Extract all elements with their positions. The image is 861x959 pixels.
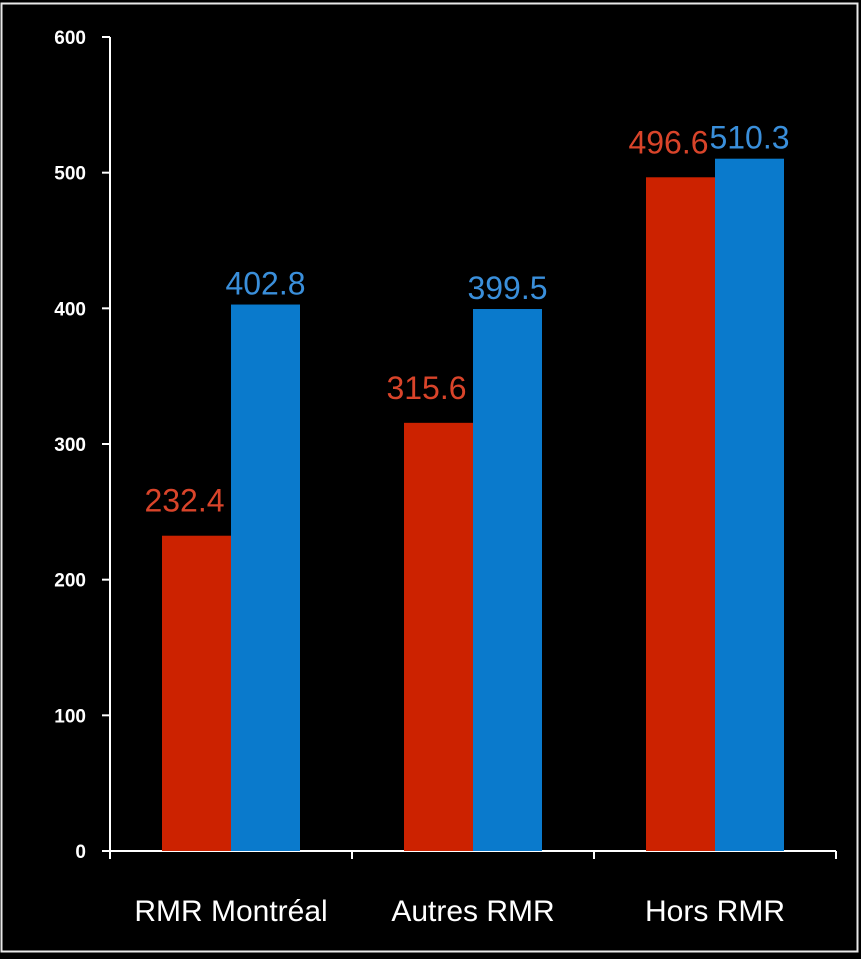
y-tick-label: 200 xyxy=(54,571,86,592)
data-label: 232.4 xyxy=(144,483,224,519)
y-tick-label: 500 xyxy=(54,164,86,185)
y-tick-label: 600 xyxy=(54,28,86,49)
data-label: 510.3 xyxy=(709,120,789,156)
x-category-label: RMR Montréal xyxy=(134,895,327,928)
y-tick-label: 0 xyxy=(75,842,86,863)
bars-group xyxy=(162,158,784,852)
data-label: 496.6 xyxy=(628,124,708,160)
bar-series-2 xyxy=(715,158,784,851)
bar-series-2 xyxy=(231,304,300,851)
y-tick-label: 100 xyxy=(54,706,86,727)
x-category-label: Hors RMR xyxy=(645,895,785,928)
y-tick-label: 400 xyxy=(54,299,86,320)
data-labels-group: 232.4 402.8 315.6 399.5 496.6 510.3 xyxy=(144,120,789,519)
x-axis: RMR Montréal Autres RMR Hors RMR xyxy=(109,850,837,928)
x-category-label: Autres RMR xyxy=(391,895,554,928)
bar-series-1 xyxy=(646,177,715,852)
y-axis: 0 100 200 300 400 500 600 xyxy=(54,28,111,863)
data-label: 399.5 xyxy=(467,270,547,306)
bar-series-2 xyxy=(473,309,542,851)
bar-series-1 xyxy=(162,535,231,851)
y-tick-label: 300 xyxy=(54,435,86,456)
data-label: 315.6 xyxy=(386,370,466,406)
bar-series-1 xyxy=(404,422,473,851)
data-label: 402.8 xyxy=(225,266,305,302)
